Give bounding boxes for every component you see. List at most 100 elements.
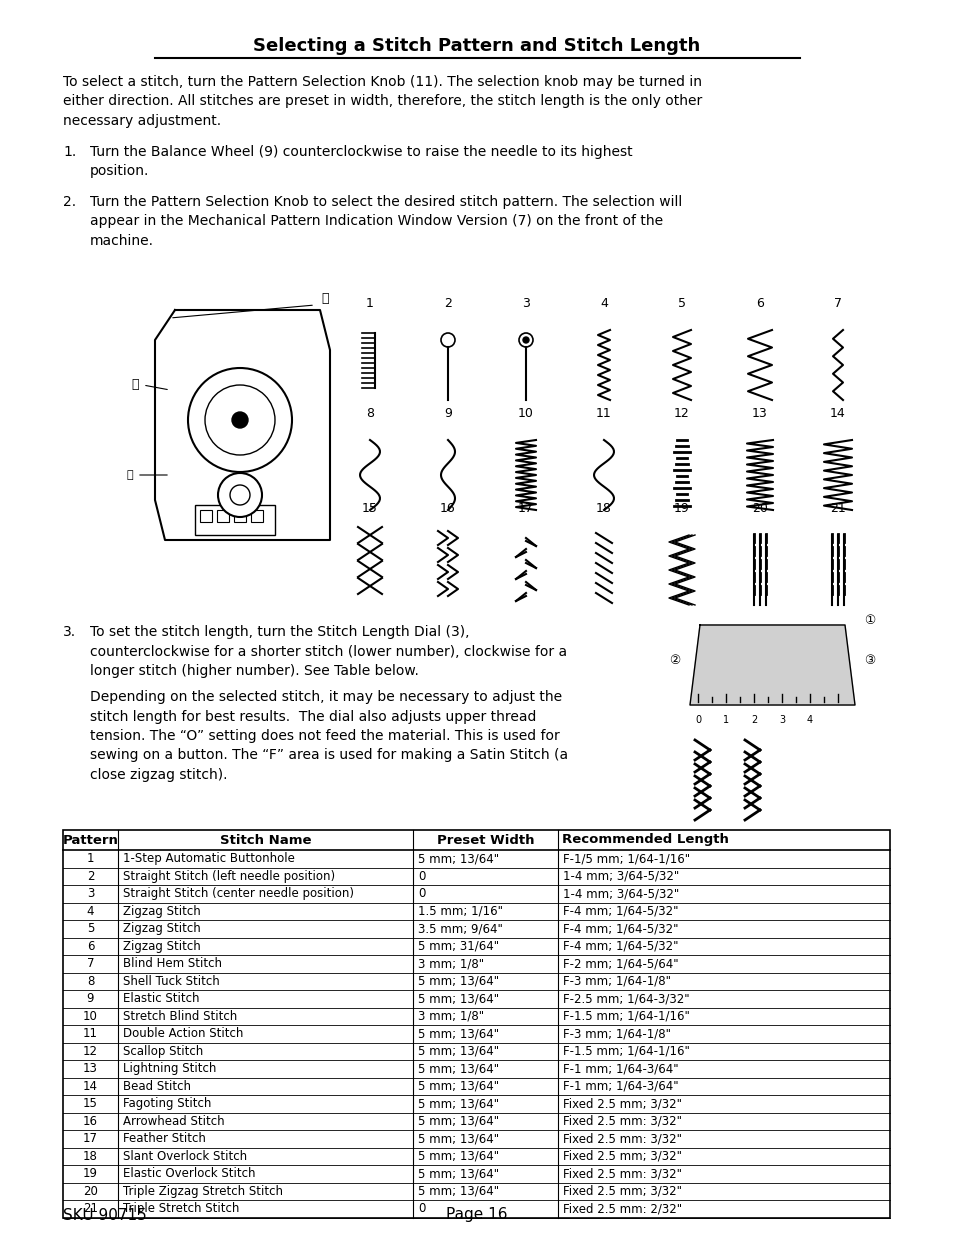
Text: ②: ② — [669, 653, 679, 667]
Text: 0: 0 — [417, 1202, 425, 1215]
Text: 1-4 mm; 3/64-5/32": 1-4 mm; 3/64-5/32" — [562, 869, 679, 883]
Text: Slant Overlock Stitch: Slant Overlock Stitch — [123, 1150, 247, 1162]
Text: 1.: 1. — [63, 144, 76, 159]
Text: 4: 4 — [599, 296, 607, 310]
Text: 11: 11 — [83, 1028, 98, 1040]
Text: Shell Tuck Stitch: Shell Tuck Stitch — [123, 974, 219, 988]
Text: 13: 13 — [751, 408, 767, 420]
Text: Zigzag Stitch: Zigzag Stitch — [123, 923, 200, 935]
Circle shape — [205, 385, 274, 454]
Text: Scallop Stitch: Scallop Stitch — [123, 1045, 203, 1057]
Text: Fixed 2.5 mm: 3/32": Fixed 2.5 mm: 3/32" — [562, 1167, 681, 1181]
Text: 5 mm; 13/64": 5 mm; 13/64" — [417, 1062, 498, 1076]
Text: 6: 6 — [87, 940, 94, 952]
Text: 9: 9 — [87, 992, 94, 1005]
Bar — [251, 510, 263, 522]
Text: 5 mm; 13/64": 5 mm; 13/64" — [417, 1167, 498, 1181]
Text: 1-Step Automatic Buttonhole: 1-Step Automatic Buttonhole — [123, 852, 294, 866]
Text: 8: 8 — [87, 974, 94, 988]
Text: Triple Stretch Stitch: Triple Stretch Stitch — [123, 1202, 239, 1215]
Text: 16: 16 — [439, 501, 456, 515]
Text: 1-4 mm; 3/64-5/32": 1-4 mm; 3/64-5/32" — [562, 887, 679, 900]
Text: Double Action Stitch: Double Action Stitch — [123, 1028, 243, 1040]
Text: SKU 90715: SKU 90715 — [63, 1208, 147, 1223]
Text: 13: 13 — [83, 1062, 98, 1076]
Text: F-3 mm; 1/64-1/8": F-3 mm; 1/64-1/8" — [562, 1028, 670, 1040]
Text: F-1/5 mm; 1/64-1/16": F-1/5 mm; 1/64-1/16" — [562, 852, 689, 866]
Text: F-1.5 mm; 1/64-1/16": F-1.5 mm; 1/64-1/16" — [562, 1045, 689, 1057]
Text: ⓪: ⓪ — [127, 471, 133, 480]
Text: Recommended Length: Recommended Length — [561, 834, 728, 846]
Text: 17: 17 — [83, 1132, 98, 1145]
Text: 2: 2 — [443, 296, 452, 310]
Text: 15: 15 — [83, 1097, 98, 1110]
Text: 3.5 mm; 9/64": 3.5 mm; 9/64" — [417, 923, 502, 935]
Text: F-2.5 mm; 1/64-3/32": F-2.5 mm; 1/64-3/32" — [562, 992, 689, 1005]
Text: 2: 2 — [750, 715, 757, 725]
Text: F-2 mm; 1/64-5/64": F-2 mm; 1/64-5/64" — [562, 957, 678, 971]
Text: 0: 0 — [694, 715, 700, 725]
Circle shape — [230, 485, 250, 505]
Circle shape — [232, 412, 248, 429]
Text: ⓢ: ⓢ — [321, 291, 329, 305]
Text: F-4 mm; 1/64-5/32": F-4 mm; 1/64-5/32" — [562, 905, 678, 918]
Polygon shape — [689, 625, 854, 705]
Text: Bead Stitch: Bead Stitch — [123, 1079, 191, 1093]
Circle shape — [218, 473, 262, 517]
Text: Fagoting Stitch: Fagoting Stitch — [123, 1097, 212, 1110]
Text: 5 mm; 31/64": 5 mm; 31/64" — [417, 940, 498, 952]
Text: Fixed 2.5 mm: 2/32": Fixed 2.5 mm: 2/32" — [562, 1202, 681, 1215]
Text: 0: 0 — [417, 887, 425, 900]
Text: Straight Stitch (left needle position): Straight Stitch (left needle position) — [123, 869, 335, 883]
Text: Blind Hem Stitch: Blind Hem Stitch — [123, 957, 222, 971]
Bar — [233, 510, 246, 522]
Text: 5 mm; 13/64": 5 mm; 13/64" — [417, 1079, 498, 1093]
Text: Fixed 2.5 mm; 3/32": Fixed 2.5 mm; 3/32" — [562, 1184, 681, 1198]
Text: Selecting a Stitch Pattern and Stitch Length: Selecting a Stitch Pattern and Stitch Le… — [253, 37, 700, 56]
Text: Zigzag Stitch: Zigzag Stitch — [123, 940, 200, 952]
Text: Arrowhead Stitch: Arrowhead Stitch — [123, 1115, 224, 1128]
Text: 1: 1 — [87, 852, 94, 866]
Text: 21: 21 — [83, 1202, 98, 1215]
Text: 4: 4 — [806, 715, 812, 725]
Text: Fixed 2.5 mm: 3/32": Fixed 2.5 mm: 3/32" — [562, 1132, 681, 1145]
Text: 5 mm; 13/64": 5 mm; 13/64" — [417, 992, 498, 1005]
Text: Fixed 2.5 mm; 3/32": Fixed 2.5 mm; 3/32" — [562, 1150, 681, 1162]
Text: 5 mm; 13/64": 5 mm; 13/64" — [417, 1097, 498, 1110]
Bar — [63, 830, 889, 1218]
Text: ⓦ: ⓦ — [132, 378, 138, 391]
Text: 18: 18 — [83, 1150, 98, 1162]
Text: 5 mm; 13/64": 5 mm; 13/64" — [417, 1115, 498, 1128]
Text: 1: 1 — [722, 715, 728, 725]
Text: Triple Zigzag Stretch Stitch: Triple Zigzag Stretch Stitch — [123, 1184, 283, 1198]
Text: 3: 3 — [778, 715, 784, 725]
Text: 21: 21 — [829, 501, 845, 515]
Text: F-1 mm; 1/64-3/64": F-1 mm; 1/64-3/64" — [562, 1062, 678, 1076]
Text: 5 mm; 13/64": 5 mm; 13/64" — [417, 1184, 498, 1198]
Text: Feather Stitch: Feather Stitch — [123, 1132, 206, 1145]
Text: 7: 7 — [833, 296, 841, 310]
Text: 5 mm; 13/64": 5 mm; 13/64" — [417, 1150, 498, 1162]
Text: Turn the Balance Wheel (9) counterclockwise to raise the needle to its highest
p: Turn the Balance Wheel (9) counterclockw… — [90, 144, 632, 179]
Text: Zigzag Stitch: Zigzag Stitch — [123, 905, 200, 918]
Text: 1: 1 — [366, 296, 374, 310]
Text: F-1 mm; 1/64-3/64": F-1 mm; 1/64-3/64" — [562, 1079, 678, 1093]
Text: 4: 4 — [87, 905, 94, 918]
Text: 15: 15 — [362, 501, 377, 515]
Text: 8: 8 — [366, 408, 374, 420]
Text: ③: ③ — [863, 653, 875, 667]
Text: Elastic Overlock Stitch: Elastic Overlock Stitch — [123, 1167, 255, 1181]
Text: 7: 7 — [87, 957, 94, 971]
Circle shape — [522, 337, 529, 343]
Text: ①: ① — [863, 614, 875, 626]
Text: 6: 6 — [756, 296, 763, 310]
Text: 19: 19 — [674, 501, 689, 515]
Text: To select a stitch, turn the Pattern Selection Knob (11). The selection knob may: To select a stitch, turn the Pattern Sel… — [63, 75, 701, 128]
Text: Pattern: Pattern — [63, 834, 118, 846]
Text: 20: 20 — [751, 501, 767, 515]
Text: 12: 12 — [83, 1045, 98, 1057]
Text: 5 mm; 13/64": 5 mm; 13/64" — [417, 974, 498, 988]
Text: 16: 16 — [83, 1115, 98, 1128]
Text: F-3 mm; 1/64-1/8": F-3 mm; 1/64-1/8" — [562, 974, 670, 988]
Text: Fixed 2.5 mm: 3/32": Fixed 2.5 mm: 3/32" — [562, 1115, 681, 1128]
